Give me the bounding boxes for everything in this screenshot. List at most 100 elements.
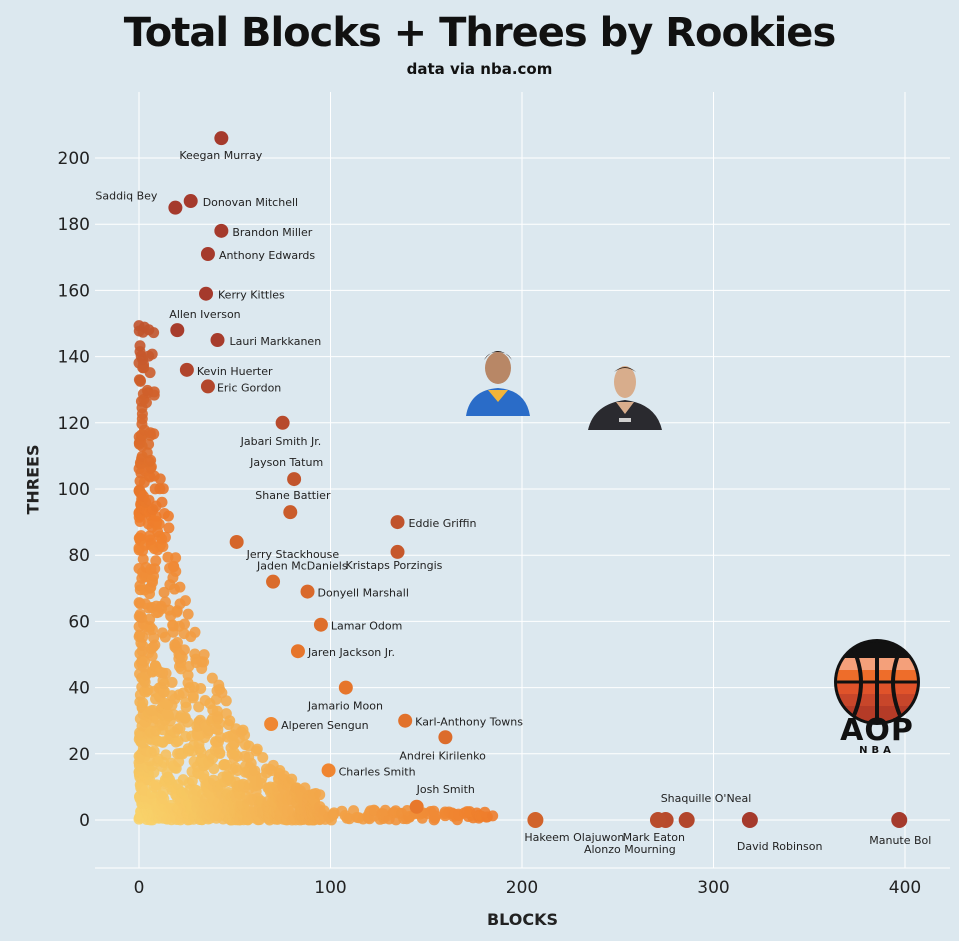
data-point — [198, 649, 210, 661]
point-label: Josh Smith — [416, 783, 475, 796]
labeled-data-point — [390, 515, 405, 530]
data-point — [206, 672, 218, 684]
labeled-data-point — [266, 574, 281, 589]
labeled-data-point — [287, 472, 302, 487]
point-label: Brandon Miller — [232, 226, 312, 239]
labeled-data-point — [229, 534, 244, 549]
point-label: Kristaps Porzingis — [346, 559, 443, 572]
labeled-data-point — [527, 812, 544, 828]
labeled-data-point — [321, 763, 336, 778]
y-axis-label: THREES — [23, 444, 43, 515]
data-point — [137, 639, 149, 651]
data-point — [160, 749, 172, 761]
point-label: Shaquille O'Neal — [661, 792, 752, 805]
point-label: Kerry Kittles — [218, 289, 285, 302]
labeled-data-point — [283, 505, 298, 520]
point-label: Kevin Huerter — [197, 365, 273, 378]
data-point — [137, 631, 149, 643]
data-point — [154, 473, 166, 485]
data-point — [186, 775, 198, 787]
y-tick-label: 20 — [68, 745, 90, 765]
x-tick-label: 300 — [697, 878, 729, 898]
labeled-data-point — [275, 415, 290, 430]
data-point — [286, 773, 298, 785]
data-point — [251, 743, 263, 755]
y-tick-label: 140 — [58, 348, 90, 368]
labeled-data-point — [210, 333, 225, 348]
labeled-data-point — [168, 200, 183, 215]
data-point — [257, 751, 269, 763]
data-point — [178, 644, 190, 656]
point-label: David Robinson — [737, 840, 823, 853]
data-point — [134, 340, 146, 352]
data-point — [160, 667, 172, 679]
data-point — [198, 769, 210, 781]
data-point — [189, 648, 201, 660]
data-point — [179, 618, 191, 630]
x-tick-label: 100 — [314, 878, 346, 898]
x-axis-label: BLOCKS — [486, 910, 559, 929]
data-point — [159, 531, 171, 543]
chart-subtitle: data via nba.com — [406, 60, 553, 78]
labeled-data-point — [214, 223, 229, 238]
labeled-data-point — [313, 617, 328, 632]
data-point — [243, 751, 255, 763]
data-point — [158, 586, 170, 598]
point-label: Andrei Kirilenko — [399, 749, 486, 762]
data-point — [137, 553, 149, 565]
point-label: Alonzo Mourning — [584, 843, 676, 856]
data-point — [144, 755, 156, 767]
data-point — [159, 631, 171, 643]
data-point — [146, 624, 158, 636]
data-point — [135, 530, 147, 542]
data-point — [428, 805, 440, 817]
y-tick-label: 40 — [68, 679, 90, 699]
data-point — [174, 722, 186, 734]
data-point — [157, 787, 169, 799]
labeled-data-point — [678, 812, 695, 828]
y-tick-label: 80 — [68, 546, 90, 566]
labeled-data-point — [183, 194, 198, 209]
data-point — [159, 596, 171, 608]
data-point — [168, 561, 180, 573]
y-tick-label: 200 — [58, 149, 90, 169]
y-tick-label: 120 — [58, 414, 90, 434]
labeled-data-point — [409, 799, 424, 814]
point-label: Alperen Sengun — [281, 719, 369, 732]
data-point — [174, 581, 186, 593]
y-tick-label: 0 — [79, 811, 90, 831]
data-point — [182, 669, 194, 681]
labeled-data-point — [438, 730, 453, 745]
data-point — [144, 613, 156, 625]
player-photo-2 — [588, 366, 662, 430]
data-point — [150, 555, 162, 567]
point-label: Donovan Mitchell — [203, 196, 298, 209]
data-point — [170, 552, 182, 564]
point-label: Jabari Smith Jr. — [240, 435, 322, 448]
point-label: Jerry Stackhouse — [246, 548, 340, 561]
data-point — [141, 447, 153, 459]
data-point — [162, 510, 174, 522]
data-point — [148, 632, 160, 644]
point-labels: Keegan Murray Donovan Mitchell Saddiq Bey B… — [95, 149, 931, 856]
point-label: Lamar Odom — [331, 620, 402, 633]
labeled-data-point — [290, 644, 305, 659]
data-point — [143, 438, 155, 450]
labeled-data-point — [214, 131, 229, 146]
labeled-data-point — [170, 323, 185, 338]
y-tick-label: 160 — [58, 281, 90, 301]
data-point — [211, 705, 223, 717]
logo-sub-text: NBA — [859, 745, 895, 756]
data-point — [134, 374, 146, 386]
point-label: Shane Battier — [255, 489, 331, 502]
point-label: Karl-Anthony Towns — [415, 716, 523, 729]
data-point — [166, 676, 178, 688]
point-label: Allen Iverson — [169, 308, 240, 321]
point-label: Mark Eaton — [623, 831, 685, 844]
point-label: Donyell Marshall — [318, 587, 409, 600]
point-label: Hakeem Olajuwon — [524, 831, 624, 844]
x-tick-label: 400 — [889, 878, 921, 898]
data-point — [237, 724, 249, 736]
x-tick-label: 0 — [134, 878, 145, 898]
